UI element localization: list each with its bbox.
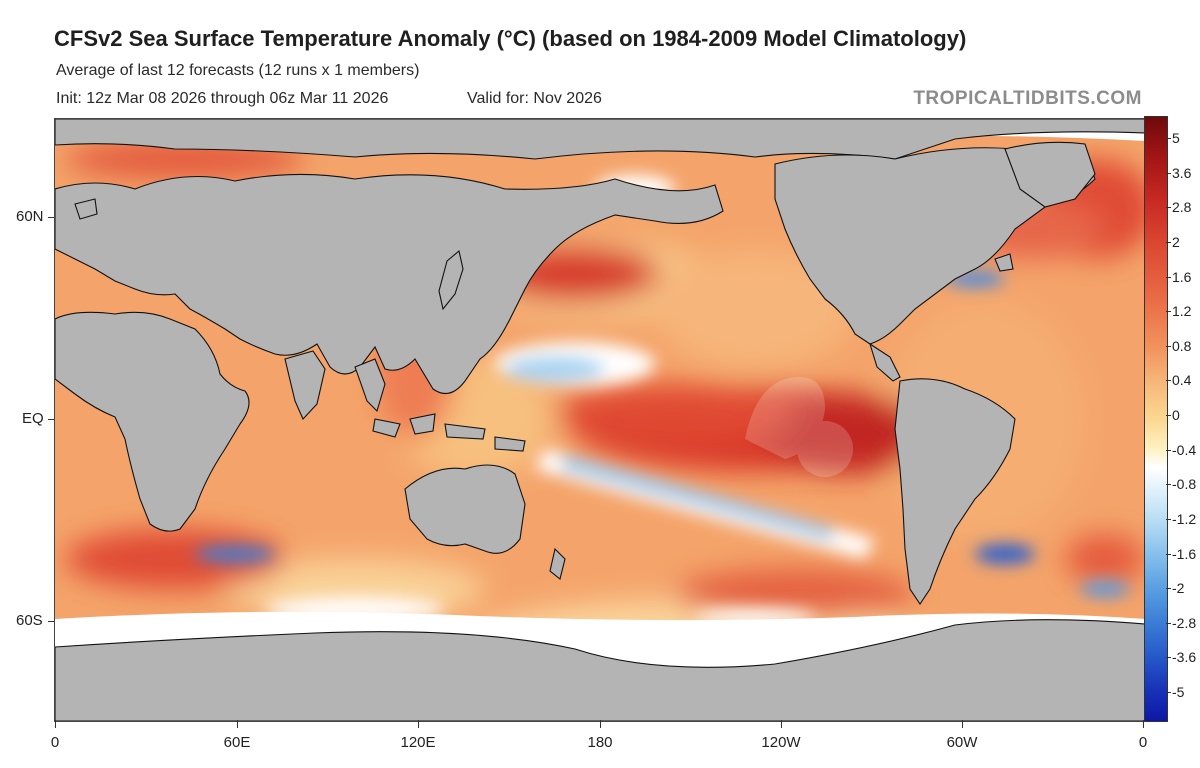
lat-tick-60s [48,621,54,622]
colorbar-label: -2 [1172,580,1185,597]
lon-tick-60e [237,720,238,728]
land-masses [55,119,1145,721]
colorbar-label: -0.4 [1172,441,1197,458]
watermark-logo [745,377,853,477]
lat-tick-eq [48,419,54,420]
colorbar-label: 0.4 [1172,372,1192,389]
colorbar-tick [1166,380,1171,382]
map-subtitle: Average of last 12 forecasts (12 runs x … [56,62,420,79]
colorbar-tick [1166,518,1171,520]
colorbar-label: -5 [1172,684,1185,700]
colorbar-tick [1166,588,1171,590]
colorbar-label: -1.2 [1172,510,1197,527]
colorbar-label: 0 [1172,407,1180,423]
lon-tick-0-right [1143,720,1144,728]
map-canvas [55,119,1145,721]
lon-label-0-left: 0 [50,734,60,751]
lon-tick-180 [600,720,601,728]
lat-label-60n: 60N [16,208,44,225]
colorbar-tick [1166,622,1171,624]
colorbar-tick [1166,138,1171,139]
colorbar-tick [1166,311,1171,313]
sst-anomaly-map [54,118,1146,722]
colorbar-tick [1166,692,1171,693]
colorbar-label: -1.6 [1172,545,1197,562]
colorbar-tick [1166,276,1171,278]
colorbar-label: -0.8 [1172,476,1197,493]
lon-label-0-right: 0 [1138,734,1148,751]
colorbar-tick [1166,484,1171,486]
lat-label-eq: EQ [22,410,44,427]
colorbar-tick [1166,657,1171,659]
lat-label-60s: 60S [16,612,43,629]
valid-time-label: Valid for: Nov 2026 [467,90,602,107]
colorbar-tick [1166,449,1171,451]
colorbar-label: 2 [1172,233,1180,250]
colorbar-tick [1166,172,1171,174]
lon-label-180: 180 [587,734,613,751]
colorbar-scale [1144,116,1168,722]
colorbar-label: 1.2 [1172,303,1192,320]
map-title: CFSv2 Sea Surface Temperature Anomaly (°… [54,26,967,51]
source-credit: TROPICALTIDBITS.COM [913,88,1142,109]
colorbar-label: 5 [1172,130,1180,146]
colorbar-label: 0.8 [1172,337,1192,354]
colorbar-label: -2.8 [1172,614,1197,631]
lon-label-60w: 60W [946,734,978,751]
lon-tick-0-left [55,720,56,728]
colorbar-tick [1166,345,1171,347]
colorbar-tick [1166,415,1171,416]
init-time-label: Init: 12z Mar 08 2026 through 06z Mar 11… [56,90,389,107]
lon-tick-120e [418,720,419,728]
lon-label-120e: 120E [400,734,436,751]
lon-tick-120w [781,720,782,728]
colorbar-label: 2.8 [1172,199,1192,216]
colorbar-label: -3.6 [1172,649,1197,666]
colorbar-label: 1.6 [1172,268,1192,285]
colorbar-tick [1166,553,1171,555]
colorbar-label: 3.6 [1172,164,1192,181]
colorbar-tick [1166,241,1171,243]
lon-label-60e: 60E [223,734,251,751]
colorbar-tick [1166,207,1171,209]
lon-tick-60w [962,720,963,728]
lat-tick-60n [48,217,54,218]
lon-label-120w: 120W [761,734,801,751]
